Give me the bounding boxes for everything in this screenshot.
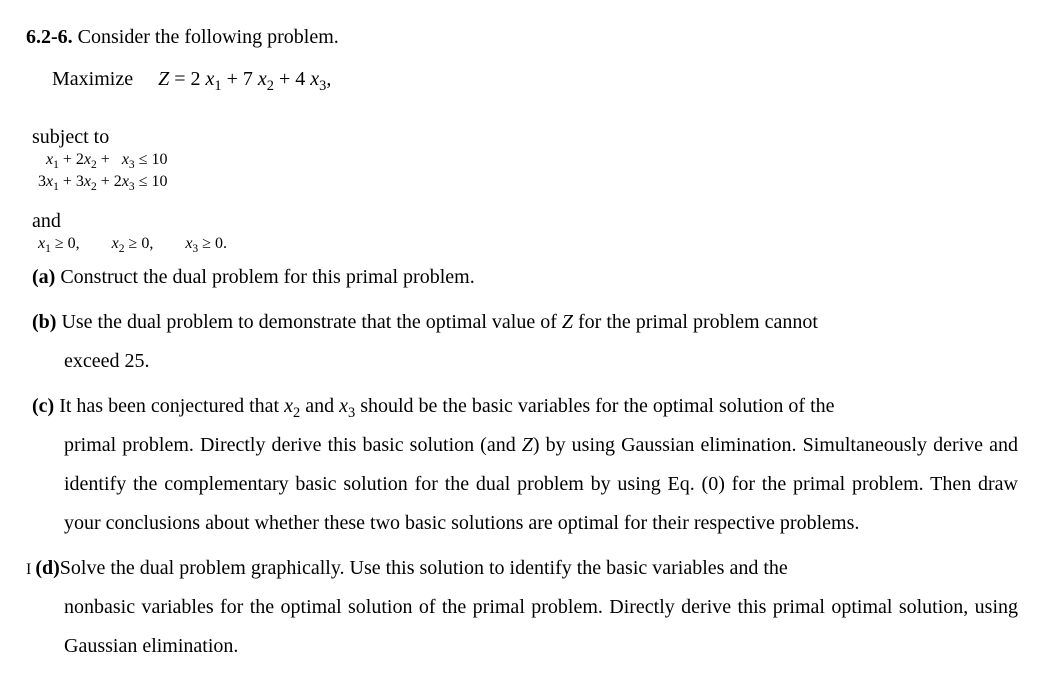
obj-p2: + 4: [274, 68, 310, 90]
part-b-l1a: Use the dual problem to demonstrate that…: [56, 311, 561, 333]
part-c-line1: (c) It has been conjectured that x2 and …: [32, 387, 1018, 426]
obj-tail: ,: [326, 68, 331, 90]
obj-p1: + 7: [222, 68, 258, 90]
c2-p2: + 2: [97, 173, 122, 190]
obj-eq: = 2: [169, 68, 205, 90]
nn-gap2: [153, 235, 185, 252]
part-d-label: (d): [35, 557, 59, 579]
part-c-l1a: It has been conjectured that: [54, 395, 284, 417]
obj-x1s: 1: [214, 78, 221, 94]
part-c-x3v: x: [339, 395, 348, 417]
part-a-text: Construct the dual problem for this prim…: [55, 266, 474, 288]
c2-x2v: x: [84, 173, 91, 190]
nn-x1t: ≥ 0,: [51, 235, 80, 252]
part-b-l1b: for the primal problem cannot: [573, 311, 818, 333]
and-label: and: [32, 210, 1018, 233]
c1-p1: + 2: [59, 151, 84, 168]
problem-intro: Consider the following problem.: [73, 26, 339, 48]
part-c-body: primal problem. Directly derive this bas…: [64, 426, 1018, 543]
problem-number: 6.2-6.: [26, 26, 73, 48]
part-a-label: (a): [32, 266, 55, 288]
constraint-1: x1 + 2x2 + x3 ≤ 10: [38, 149, 1018, 171]
obj-x2s: 2: [267, 78, 274, 94]
part-b-label: (b): [32, 311, 56, 333]
subject-to-label: subject to: [32, 126, 1018, 149]
part-b-Z: Z: [562, 311, 573, 333]
c1-x2v: x: [84, 151, 91, 168]
part-c-x2v: x: [284, 395, 293, 417]
constraint-2: 3x1 + 3x2 + 2x3 ≤ 10: [38, 171, 1018, 193]
c1-op: ≤ 10: [135, 151, 168, 168]
nn-x2t: ≥ 0,: [125, 235, 154, 252]
c2-a: 3: [38, 173, 46, 190]
c2-op: ≤ 10: [135, 173, 168, 190]
problem-header: 6.2-6. Consider the following problem.: [26, 18, 1018, 56]
objective-row: Maximize Z = 2 x1 + 7 x2 + 4 x3,: [52, 60, 1018, 98]
c1-a: [38, 151, 46, 168]
c1-p2: +: [97, 151, 122, 168]
part-d: I (d)Solve the dual problem graphically.…: [26, 549, 1018, 588]
nn-x3t: ≥ 0.: [198, 235, 227, 252]
obj-x2v: x: [258, 68, 267, 90]
part-c-label: (c): [32, 395, 54, 417]
c2-p1: + 3: [59, 173, 84, 190]
nn-x2v: x: [112, 235, 119, 252]
part-d-body: nonbasic variables for the optimal solut…: [64, 588, 1018, 666]
part-d-text-inline: Solve the dual problem graphically. Use …: [60, 557, 788, 579]
nn-gap1: [80, 235, 112, 252]
part-d-marker: I: [26, 561, 35, 578]
part-c-Z: Z: [522, 434, 533, 456]
part-a: (a) Construct the dual problem for this …: [32, 258, 1018, 297]
c1-x3v: x: [122, 151, 129, 168]
obj-x3v: x: [310, 68, 319, 90]
nonnegativity: x1 ≥ 0, x2 ≥ 0, x3 ≥ 0.: [38, 233, 1018, 255]
part-c-l1c: should be the basic variables for the op…: [355, 395, 834, 417]
c2-x3v: x: [122, 173, 129, 190]
part-c-l2a: primal problem. Directly derive this bas…: [64, 434, 522, 456]
part-b-line1: (b) Use the dual problem to demonstrate …: [32, 303, 1018, 342]
obj-Z: Z: [158, 68, 169, 90]
part-b-line2: exceed 25.: [64, 342, 1018, 381]
maximize-label: Maximize: [52, 68, 133, 90]
part-c-l1b: and: [300, 395, 339, 417]
